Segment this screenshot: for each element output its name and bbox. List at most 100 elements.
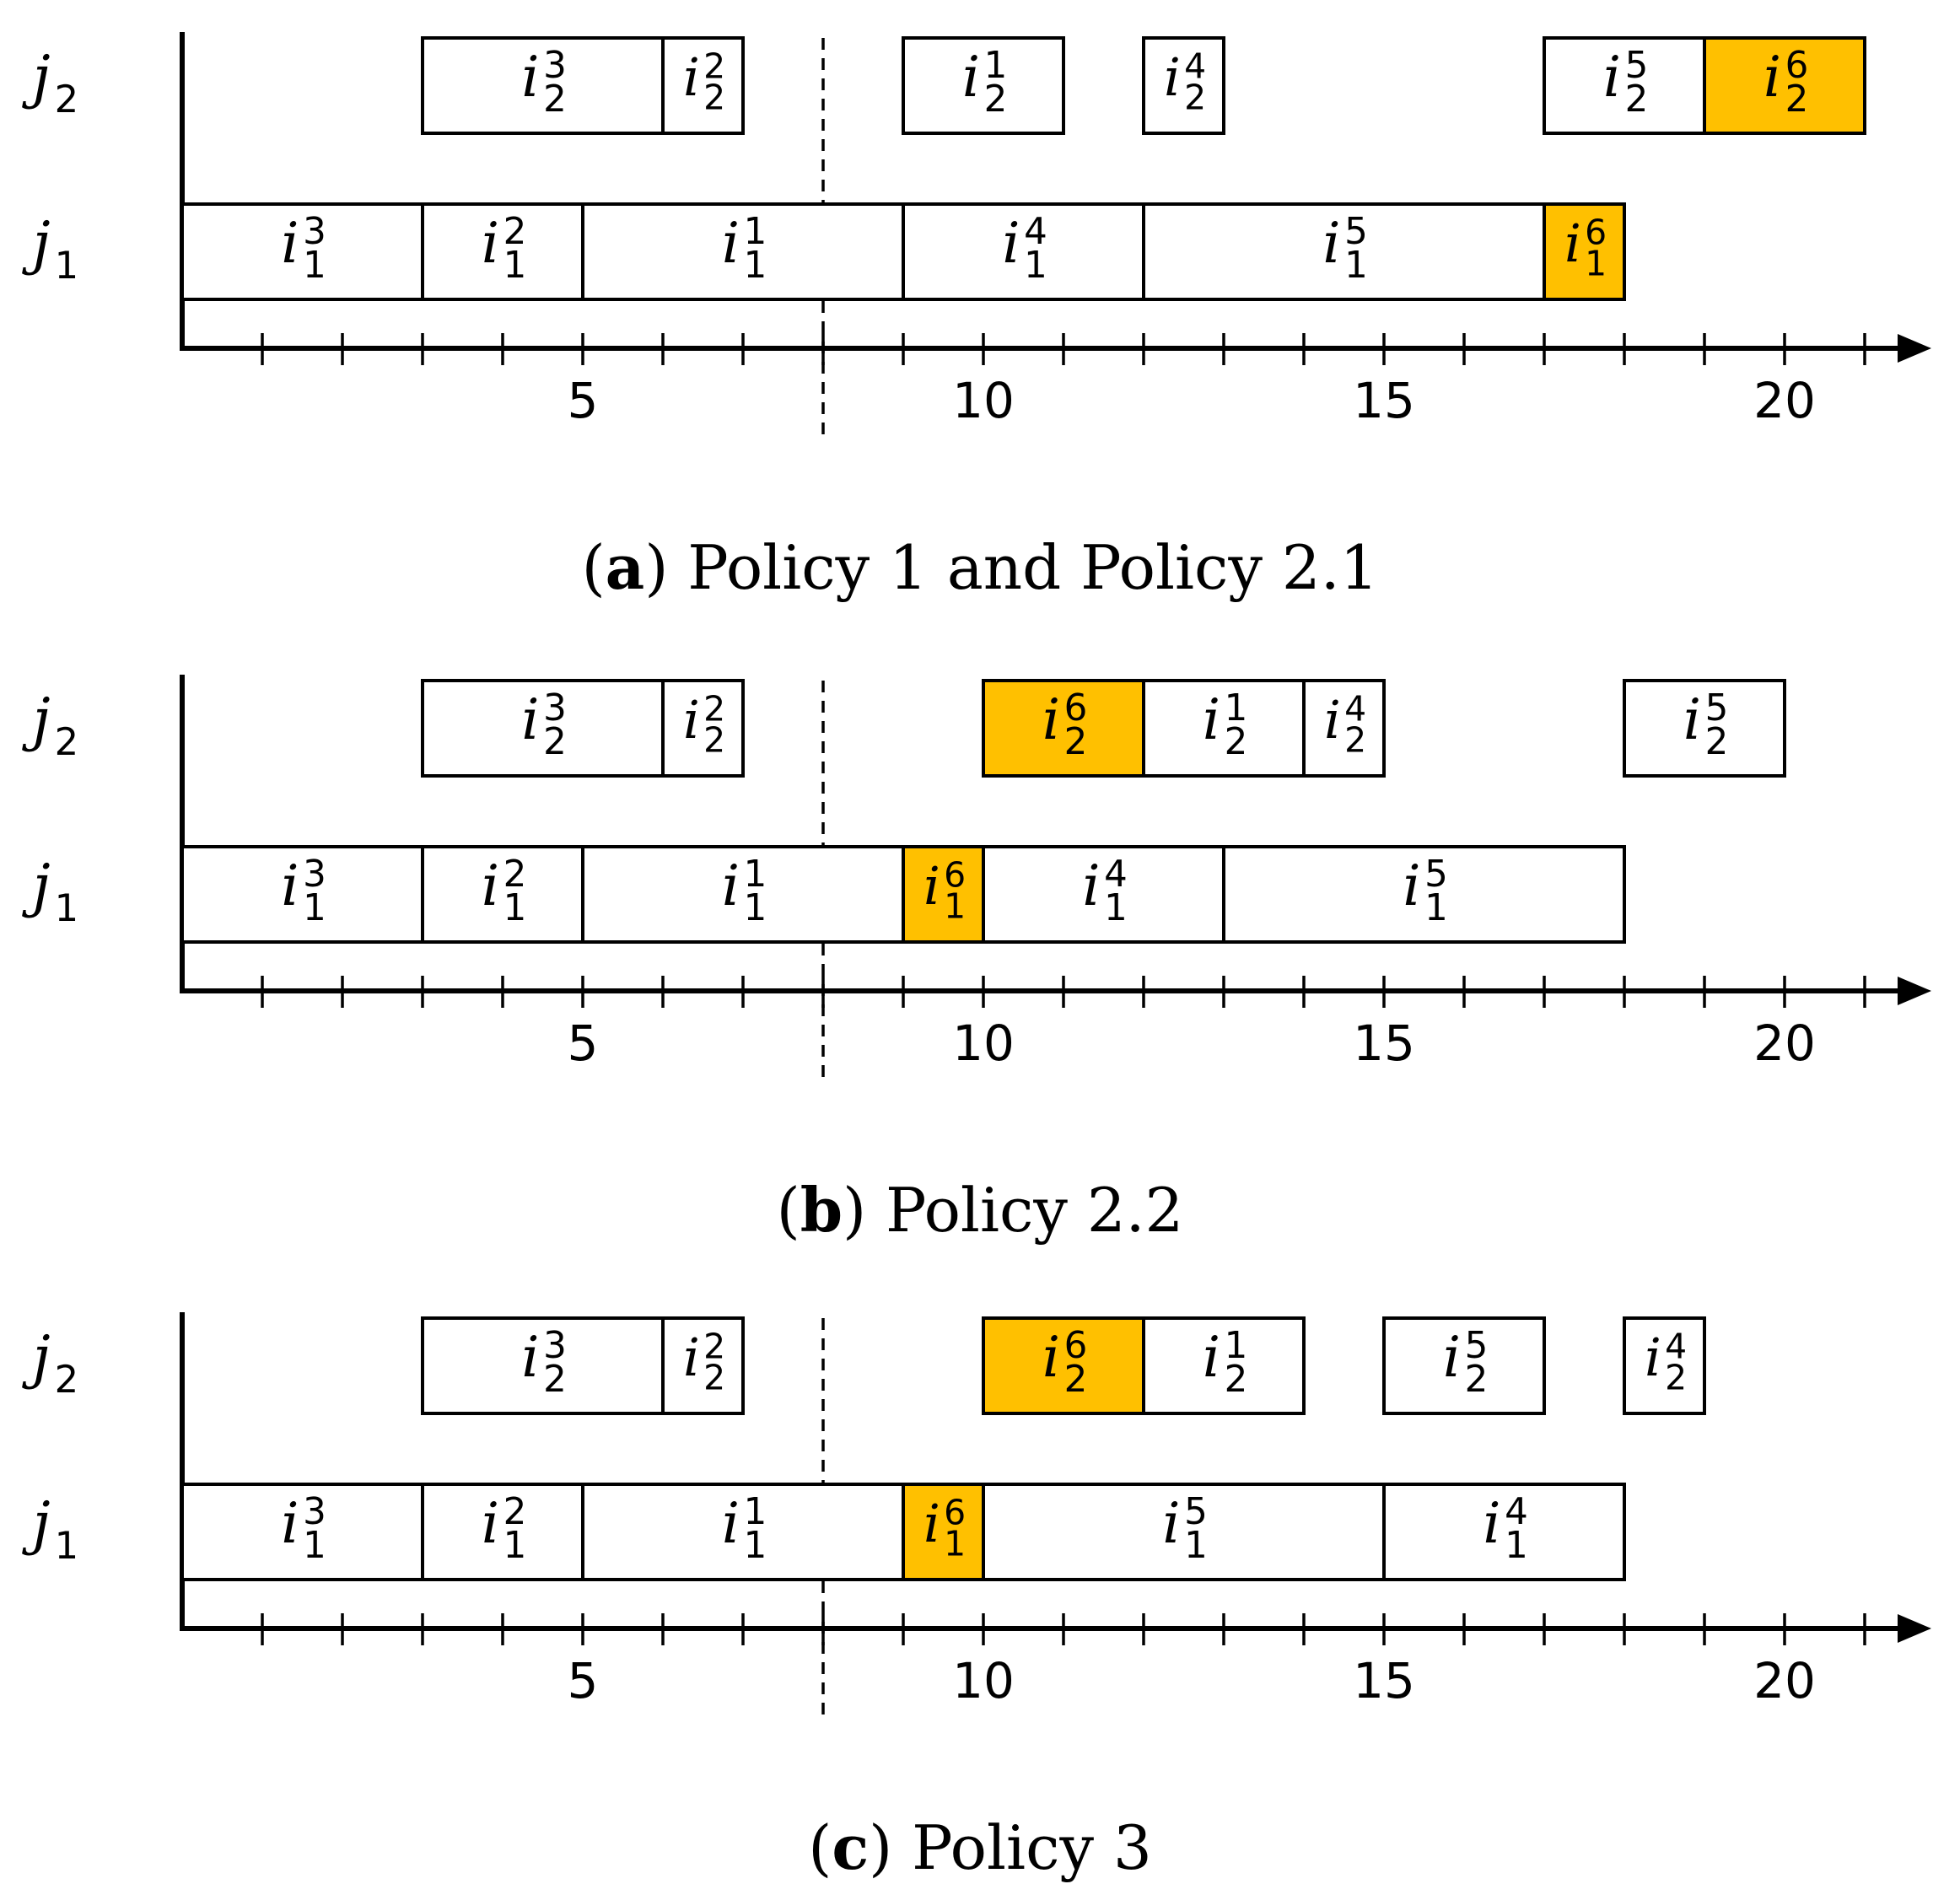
- task-label-i1-6-base: i: [923, 855, 940, 917]
- caption-text: ) Policy 1 and Policy 2.1: [644, 532, 1378, 603]
- task-box-i2-5: [1623, 679, 1786, 778]
- machine-label-j2-base: j: [21, 45, 50, 111]
- x-tick-label: 10: [952, 1652, 1015, 1709]
- task-label-i1-4-base: i: [1082, 853, 1100, 918]
- task-box-i2-5: [1382, 1316, 1546, 1415]
- task-label-i2-3-base: i: [521, 687, 539, 752]
- task-label-i2-3-sup: 3: [543, 687, 567, 729]
- task-box-i2-2: [661, 1316, 745, 1415]
- task-label-i2-4-sub: 2: [1665, 1358, 1687, 1398]
- task-label-i1-2-sub: 1: [503, 887, 527, 929]
- task-box-i1-2: [421, 202, 584, 301]
- task-label-i2-5-sub: 2: [1465, 1359, 1489, 1401]
- task-label-i2-4-base: i: [1324, 689, 1341, 751]
- task-label-i2-5-sup: 5: [1705, 687, 1729, 729]
- task-label-i1-4-base: i: [1002, 211, 1020, 276]
- task-label-i1-2-sup: 2: [503, 853, 527, 896]
- task-label-i1-5-base: i: [1162, 1491, 1180, 1556]
- task-label-i2-1-sub: 2: [1225, 1359, 1248, 1401]
- task-label-i1-1-base: i: [722, 211, 740, 276]
- task-label-i2-1-base: i: [962, 45, 980, 110]
- task-label-i2-4-sub: 2: [1184, 78, 1206, 118]
- task-label-i1-3-base: i: [281, 211, 299, 276]
- task-label-i2-1-sub: 2: [1225, 721, 1248, 763]
- x-tick-label: 20: [1753, 1015, 1816, 1072]
- task-label-i2-6-sup: 6: [1064, 1325, 1088, 1367]
- machine-label-j1-sub: 1: [55, 1523, 79, 1568]
- x-tick-label: 15: [1353, 1015, 1415, 1072]
- task-label-i2-6-base: i: [1042, 1325, 1060, 1390]
- task-label-i2-3-sub: 2: [543, 721, 567, 763]
- task-label-i2-1-base: i: [1203, 1325, 1220, 1390]
- task-label-i1-3-base: i: [281, 853, 299, 918]
- task-label-i1-1-sub: 1: [744, 887, 767, 929]
- task-box-i2-1: [1142, 1316, 1306, 1415]
- task-label-i2-1-base: i: [1203, 687, 1220, 752]
- task-box-i1-5: [982, 1483, 1386, 1581]
- task-box-i1-6: [1543, 202, 1626, 301]
- task-box-i2-5: [1543, 36, 1706, 135]
- task-box-i2-4: [1142, 36, 1225, 135]
- task-box-i2-6: [1703, 36, 1866, 135]
- machine-label-j1-base: j: [21, 1491, 50, 1558]
- task-box-i2-4: [1302, 679, 1386, 778]
- task-box-i2-4: [1623, 1316, 1706, 1415]
- x-tick-label: 15: [1353, 1652, 1415, 1709]
- task-label-i1-6-sup: 6: [944, 854, 966, 895]
- x-tick-label: 20: [1753, 1652, 1816, 1709]
- panel-b: 5 10 15 20j 2 i 32 i 22 i 62 i 12 i 42 i 52j 1 i 31 i 21 i 11 i 6…: [21, 675, 1931, 1246]
- task-label-i1-5-sup: 5: [1424, 853, 1448, 896]
- task-label-i1-3-sub: 1: [303, 1525, 326, 1567]
- caption-paren-open: (: [808, 1812, 832, 1883]
- task-label-i1-2-sub: 1: [503, 245, 527, 287]
- task-label-i2-4-base: i: [1164, 46, 1181, 108]
- machine-label-j1-sub: 1: [55, 885, 79, 930]
- task-label-i1-6-sup: 6: [1585, 212, 1607, 252]
- task-label-i2-4-sup: 4: [1184, 46, 1206, 86]
- task-label-i1-6-base: i: [1564, 213, 1581, 274]
- task-label-i1-3-sup: 3: [303, 211, 326, 253]
- task-label-i2-5-sub: 2: [1705, 721, 1729, 763]
- task-box-i1-3: [180, 1483, 424, 1581]
- machine-label-j2-sub: 2: [55, 1357, 79, 1402]
- task-label-i1-4-sub: 1: [1104, 887, 1128, 929]
- task-label-i1-6-base: i: [923, 1493, 940, 1554]
- task-label-i2-5-sup: 5: [1465, 1325, 1489, 1367]
- task-label-i1-5-sub: 1: [1424, 887, 1448, 929]
- task-label-i2-6-sub: 2: [1064, 721, 1088, 763]
- task-label-i1-1-base: i: [722, 853, 740, 918]
- task-label-i1-6-sup: 6: [944, 1492, 966, 1532]
- task-label-i1-2-sup: 2: [503, 211, 527, 253]
- task-label-i1-6-sub: 1: [944, 886, 966, 927]
- task-label-i1-3-sub: 1: [303, 887, 326, 929]
- task-label-i2-2-base: i: [683, 1327, 700, 1388]
- machine-label-j1-base: j: [21, 211, 50, 277]
- caption-text: ) Policy 2.2: [843, 1175, 1183, 1246]
- task-box-i1-3: [180, 845, 424, 944]
- task-label-i2-2-sup: 2: [703, 1326, 725, 1366]
- panel-c: 5 10 15 20j 2 i 32 i 22 i 62 i 12 i 52 i 42j 1 i 31 i 21 i 11 i 6…: [21, 1312, 1931, 1883]
- task-label-i1-2-sub: 1: [503, 1525, 527, 1567]
- task-label-i1-6-sub: 1: [1585, 244, 1607, 284]
- task-label-i2-5-sup: 5: [1625, 45, 1649, 87]
- task-label-i1-1-sup: 1: [744, 1491, 767, 1533]
- task-label-i2-3-base: i: [521, 45, 539, 110]
- task-label-i2-1-sup: 1: [1225, 1325, 1248, 1367]
- x-tick-label: 20: [1753, 372, 1816, 429]
- task-label-i1-3-base: i: [281, 1491, 299, 1556]
- task-box-i1-4: [1382, 1483, 1626, 1581]
- task-label-i1-1-sup: 1: [744, 853, 767, 896]
- task-label-i2-5-base: i: [1603, 45, 1621, 110]
- task-label-i2-2-base: i: [683, 46, 700, 108]
- task-label-i2-2-sub: 2: [703, 720, 725, 761]
- task-label-i1-2-sup: 2: [503, 1491, 527, 1533]
- task-label-i2-6-base: i: [1042, 687, 1060, 752]
- task-label-i1-3-sup: 3: [303, 853, 326, 896]
- caption-letter: a: [606, 531, 645, 603]
- task-box-i2-2: [661, 36, 745, 135]
- task-label-i1-1-sub: 1: [744, 1525, 767, 1567]
- x-tick-label: 5: [568, 372, 599, 429]
- task-label-i2-2-sup: 2: [703, 46, 725, 86]
- machine-label-j1-base: j: [21, 853, 50, 920]
